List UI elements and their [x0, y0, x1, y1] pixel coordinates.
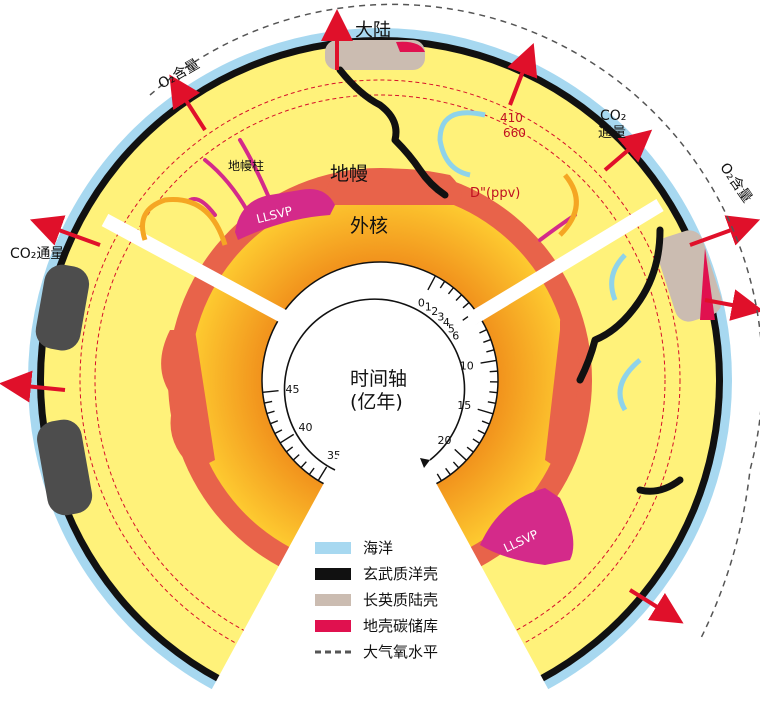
legend-label: 海洋 — [363, 539, 393, 557]
time-tick-label: 1 — [425, 300, 432, 313]
time-tick — [462, 302, 470, 309]
time-tick-label: 45 — [285, 383, 299, 396]
time-tick — [317, 466, 328, 481]
cutout-wedge — [195, 380, 565, 720]
time-tick-label: 4 — [443, 316, 450, 329]
flux-arrows — [0, 9, 760, 624]
time-tick — [445, 467, 451, 476]
legend-swatch — [315, 594, 351, 606]
label-co2-right-line2: 通量 — [598, 125, 626, 141]
time-axis-inner-arc — [283, 298, 466, 471]
time-tick — [264, 400, 273, 404]
legend-label: 地壳碳储库 — [363, 617, 438, 635]
time-tick-label: 6 — [452, 329, 459, 342]
llsvp-bottom — [480, 488, 574, 565]
time-tick-label: 5 — [448, 323, 455, 336]
continent-left-a — [35, 264, 90, 351]
label-410: 410 — [500, 111, 523, 125]
time-tick-label: 10 — [460, 359, 474, 372]
carbon-top — [396, 41, 425, 52]
time-tick — [262, 389, 279, 394]
legend-swatch — [315, 542, 351, 554]
time-tick — [477, 429, 486, 435]
legend-label: 玄武质洋壳 — [363, 565, 438, 583]
time-tick — [279, 433, 295, 444]
time-tick — [270, 420, 279, 425]
time-tick — [439, 280, 446, 289]
time-tick — [447, 287, 454, 295]
label-660: 660 — [503, 126, 526, 140]
time-tick — [436, 473, 443, 482]
label-time-axis-1: 时间轴 — [350, 368, 407, 390]
legend-swatch — [315, 568, 351, 580]
legend-swatch — [315, 620, 351, 632]
label-time-axis-2: (亿年) — [350, 391, 403, 413]
label-continent: 大陆 — [355, 20, 391, 41]
time-tick — [266, 410, 275, 415]
label-dpp: D"(ppv) — [470, 186, 520, 201]
time-tick — [427, 275, 437, 291]
time-tick — [300, 461, 307, 469]
time-tick — [487, 401, 496, 405]
time-tick — [466, 446, 474, 453]
llsvp-top — [235, 189, 335, 240]
label-o2-right: O₂含量 — [716, 160, 755, 206]
time-tick — [486, 349, 495, 353]
time-axis-arrow-head — [420, 458, 430, 468]
discontinuity-660 — [94, 94, 666, 666]
continent-left-b — [37, 419, 93, 516]
subducting-slabs — [336, 66, 684, 495]
time-tick-label: 40 — [299, 421, 313, 434]
time-tick — [452, 461, 460, 469]
time-tick — [308, 467, 315, 475]
time-tick — [285, 446, 294, 453]
label-outer-core: 外核 — [350, 215, 388, 237]
time-tick — [479, 328, 487, 334]
time-tick — [477, 408, 494, 415]
time-tick-label: 0 — [418, 296, 425, 309]
cold-convection-arrows — [437, 110, 642, 412]
time-tick — [481, 420, 490, 425]
section-dividers — [101, 199, 664, 327]
time-tick-label: 2 — [431, 305, 438, 318]
hot-convection-arrows — [140, 173, 579, 246]
time-tick — [489, 370, 498, 373]
legend-label: 长英质陆壳 — [363, 591, 438, 609]
atmospheric-oxygen-level — [149, 3, 760, 641]
time-tick — [292, 454, 300, 461]
time-tick — [489, 391, 498, 394]
time-tick-label: 15 — [457, 399, 471, 412]
label-mantle: 地幔 — [330, 163, 368, 185]
time-tick — [454, 448, 467, 461]
label-co2-left: CO₂通量 — [10, 246, 64, 262]
time-tick — [480, 359, 497, 364]
label-co2-right-line1: CO₂ — [600, 108, 626, 124]
label-mantle-plume: 地幔柱 — [228, 158, 264, 173]
time-tick — [455, 294, 463, 302]
time-tick — [472, 438, 481, 444]
time-tick-label: 3 — [437, 310, 444, 323]
time-tick-label: 20 — [437, 434, 451, 447]
time-tick — [274, 429, 283, 435]
time-tick — [483, 338, 492, 343]
legend-label: 大气氧水平 — [363, 643, 438, 661]
